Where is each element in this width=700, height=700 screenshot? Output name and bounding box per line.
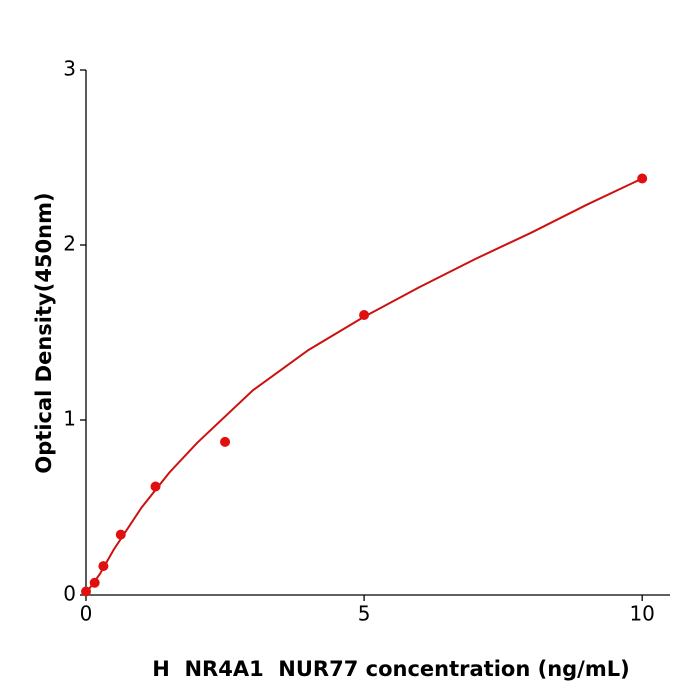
y-tick-label: 2 <box>63 232 76 256</box>
x-tick-label: 10 <box>629 602 654 626</box>
x-axis-label: H NR4A1 NUR77 concentration (ng/mL) <box>152 657 629 681</box>
data-point <box>220 436 231 447</box>
data-point <box>150 481 161 492</box>
data-point <box>98 561 109 572</box>
x-tick-label: 5 <box>358 602 371 626</box>
y-tick-label: 3 <box>63 57 76 81</box>
x-tick-label: 0 <box>80 602 93 626</box>
y-tick-label: 1 <box>63 407 76 431</box>
fit-curve <box>85 177 643 594</box>
y-axis-label: Optical Density(450nm) <box>32 192 56 473</box>
data-point <box>89 577 100 588</box>
y-tick-label: 0 <box>63 582 76 606</box>
data-point <box>81 586 91 597</box>
data-point <box>359 310 370 320</box>
data-point <box>637 173 648 184</box>
data-point <box>115 529 126 540</box>
